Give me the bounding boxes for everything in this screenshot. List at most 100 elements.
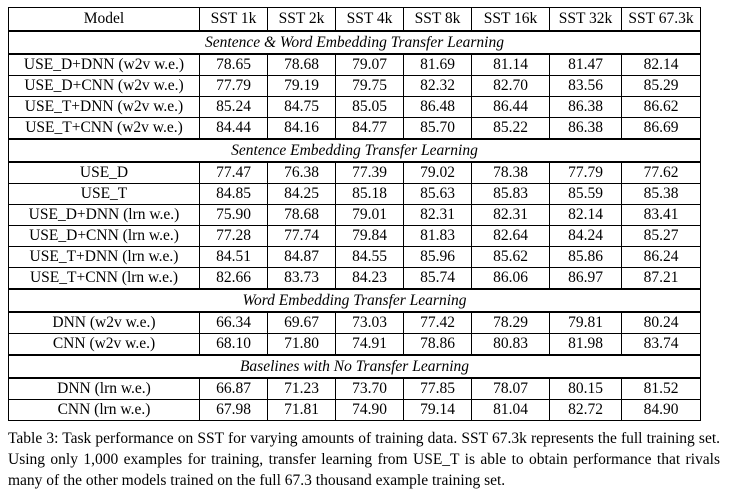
section-title: Baselines with No Transfer Learning [8,354,701,379]
score-cell: 82.70 [471,75,550,97]
header-cell: SST 67.3k [621,7,701,32]
score-cell: 85.29 [621,75,701,97]
score-cell: 82.31 [471,204,550,226]
table-row: DNN (w2v w.e.) 66.34 69.67 73.03 77.42 78.29 7… [8,311,701,334]
section-title: Sentence & Word Embedding Transfer Learn… [8,30,701,55]
score-cell: 85.18 [335,183,404,205]
score-cell: 84.85 [199,183,268,205]
score-cell: 85.70 [403,117,472,140]
score-cell: 78.65 [199,53,268,76]
table-row: USE_D+CNN (w2v w.e.) 77.79 79.19 79.75 82.32… [8,75,701,97]
table-row: USE_T 84.85 84.25 85.18 85.63 85.83 85.59 85.38 [8,183,701,205]
score-cell: 75.90 [199,204,268,226]
model-name-cell: DNN (lrn w.e.) [8,377,200,400]
score-cell: 85.27 [621,225,701,247]
score-cell: 66.34 [199,311,268,334]
score-cell: 76.38 [267,161,336,184]
score-cell: 84.51 [199,246,268,268]
score-cell: 82.64 [471,225,550,247]
score-cell: 82.14 [549,204,622,226]
header-cell: SST 4k [335,7,404,32]
header-cell: SST 1k [199,7,268,32]
table-caption: Table 3: Task performance on SST for var… [8,430,720,489]
header-row: Model SST 1k SST 2k SST 4k SST 8k SST 16… [8,7,701,32]
score-cell: 78.29 [471,311,550,334]
score-cell: 86.38 [549,117,622,140]
score-cell: 81.69 [403,53,472,76]
score-cell: 81.14 [471,53,550,76]
score-cell: 82.66 [199,267,268,290]
score-cell: 86.69 [621,117,701,140]
score-cell: 77.79 [549,161,622,184]
score-cell: 85.59 [549,183,622,205]
score-cell: 79.84 [335,225,404,247]
score-cell: 84.87 [267,246,336,268]
section-title: Word Embedding Transfer Learning [8,288,701,313]
model-name-cell: USE_T [8,183,200,205]
model-name-cell: CNN (w2v w.e.) [8,333,200,356]
score-cell: 84.24 [549,225,622,247]
model-name-cell: USE_T+CNN (w2v w.e.) [8,117,200,140]
score-cell: 68.10 [199,333,268,356]
score-cell: 85.38 [621,183,701,205]
section-header-row: Sentence Embedding Transfer Learning [8,138,701,163]
score-cell: 86.97 [549,267,622,290]
score-cell: 77.47 [199,161,268,184]
model-name-cell: USE_T+DNN (lrn w.e.) [8,246,200,268]
score-cell: 86.48 [403,96,472,118]
model-name-cell: USE_D+DNN (lrn w.e.) [8,204,200,226]
score-cell: 77.42 [403,311,472,334]
header-cell: SST 16k [471,7,550,32]
score-cell: 86.44 [471,96,550,118]
score-cell: 78.68 [267,204,336,226]
score-cell: 77.85 [403,377,472,400]
score-cell: 84.77 [335,117,404,140]
score-cell: 79.75 [335,75,404,97]
score-cell: 85.74 [403,267,472,290]
score-cell: 80.15 [549,377,622,400]
score-cell: 79.07 [335,53,404,76]
score-cell: 86.24 [621,246,701,268]
score-cell: 83.73 [267,267,336,290]
score-cell: 78.86 [403,333,472,356]
header-cell: SST 8k [403,7,472,32]
table-row: USE_T+CNN (lrn w.e.) 82.66 83.73 84.23 85.74… [8,267,701,290]
section-header-row: Sentence & Word Embedding Transfer Learn… [8,30,701,55]
score-cell: 84.75 [267,96,336,118]
score-cell: 81.52 [621,377,701,400]
score-cell: 84.16 [267,117,336,140]
model-name-cell: USE_T+DNN (w2v w.e.) [8,96,200,118]
score-cell: 73.03 [335,311,404,334]
score-cell: 87.21 [621,267,701,290]
score-cell: 83.74 [621,333,701,356]
score-cell: 81.98 [549,333,622,356]
table-row: USE_D+CNN (lrn w.e.) 77.28 77.74 79.84 81.83… [8,225,701,247]
model-name-cell: USE_D [8,161,200,184]
score-cell: 79.02 [403,161,472,184]
table-row: USE_D+DNN (w2v w.e.) 78.65 78.68 79.07 81.69… [8,53,701,76]
score-cell: 83.56 [549,75,622,97]
score-cell: 82.72 [549,399,622,421]
score-cell: 85.83 [471,183,550,205]
score-cell: 84.23 [335,267,404,290]
header-cell: Model [8,7,200,32]
model-name-cell: DNN (w2v w.e.) [8,311,200,334]
score-cell: 85.05 [335,96,404,118]
score-cell: 85.96 [403,246,472,268]
header-cell: SST 32k [549,7,622,32]
score-cell: 67.98 [199,399,268,421]
results-table: Model SST 1k SST 2k SST 4k SST 8k SST 16… [8,7,701,421]
score-cell: 78.68 [267,53,336,76]
score-cell: 82.32 [403,75,472,97]
score-cell: 77.79 [199,75,268,97]
table-body: Sentence & Word Embedding Transfer Learn… [8,30,701,421]
score-cell: 69.67 [267,311,336,334]
score-cell: 77.39 [335,161,404,184]
table-row: CNN (w2v w.e.) 68.10 71.80 74.91 78.86 80.83 8… [8,333,701,356]
table-row: USE_T+CNN (w2v w.e.) 84.44 84.16 84.77 85.70… [8,117,701,140]
model-name-cell: USE_D+CNN (lrn w.e.) [8,225,200,247]
model-name-cell: CNN (lrn w.e.) [8,399,200,421]
table-row: USE_D 77.47 76.38 77.39 79.02 78.38 77.79 77.62 [8,161,701,184]
section-header-row: Word Embedding Transfer Learning [8,288,701,313]
score-cell: 85.86 [549,246,622,268]
